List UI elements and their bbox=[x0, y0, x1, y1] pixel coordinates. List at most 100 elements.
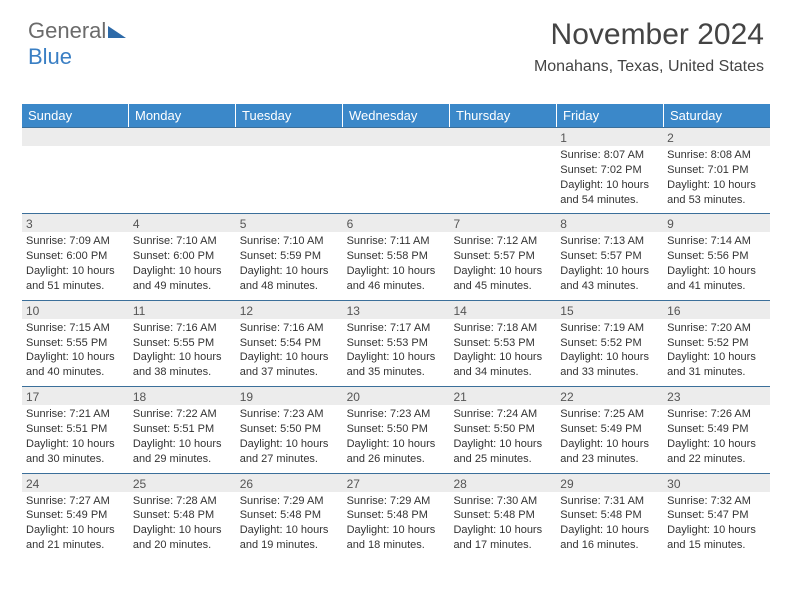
daylight-text: Daylight: 10 hours and 49 minutes. bbox=[133, 264, 232, 294]
sunrise-text: Sunrise: 7:18 AM bbox=[453, 321, 552, 336]
day-number: 9 bbox=[663, 214, 770, 232]
sunrise-text: Sunrise: 7:10 AM bbox=[133, 234, 232, 249]
calendar-week-row: 1Sunrise: 8:07 AMSunset: 7:02 PMDaylight… bbox=[22, 127, 770, 213]
daylight-text: Daylight: 10 hours and 20 minutes. bbox=[133, 523, 232, 553]
day-number bbox=[129, 128, 236, 146]
weekday-header: Sunday bbox=[22, 104, 129, 127]
day-number bbox=[22, 128, 129, 146]
day-details: Sunrise: 7:27 AMSunset: 5:49 PMDaylight:… bbox=[22, 492, 129, 559]
day-details: Sunrise: 7:10 AMSunset: 6:00 PMDaylight:… bbox=[129, 232, 236, 299]
sunset-text: Sunset: 5:50 PM bbox=[347, 422, 446, 437]
sunset-text: Sunset: 5:48 PM bbox=[133, 508, 232, 523]
calendar-header-row: SundayMondayTuesdayWednesdayThursdayFrid… bbox=[22, 104, 770, 127]
daylight-text: Daylight: 10 hours and 40 minutes. bbox=[26, 350, 125, 380]
sunrise-text: Sunrise: 7:14 AM bbox=[667, 234, 766, 249]
sunset-text: Sunset: 5:50 PM bbox=[240, 422, 339, 437]
day-number bbox=[449, 128, 556, 146]
sunset-text: Sunset: 5:48 PM bbox=[347, 508, 446, 523]
calendar-day-cell: 3Sunrise: 7:09 AMSunset: 6:00 PMDaylight… bbox=[22, 214, 129, 299]
calendar-day-cell: 13Sunrise: 7:17 AMSunset: 5:53 PMDayligh… bbox=[343, 301, 450, 386]
daylight-text: Daylight: 10 hours and 21 minutes. bbox=[26, 523, 125, 553]
sunrise-text: Sunrise: 7:15 AM bbox=[26, 321, 125, 336]
day-details: Sunrise: 7:15 AMSunset: 5:55 PMDaylight:… bbox=[22, 319, 129, 386]
sunrise-text: Sunrise: 7:23 AM bbox=[347, 407, 446, 422]
calendar-day-cell: 21Sunrise: 7:24 AMSunset: 5:50 PMDayligh… bbox=[449, 387, 556, 472]
sunrise-text: Sunrise: 7:16 AM bbox=[240, 321, 339, 336]
day-number: 26 bbox=[236, 474, 343, 492]
daylight-text: Daylight: 10 hours and 23 minutes. bbox=[560, 437, 659, 467]
calendar-day-cell: 28Sunrise: 7:30 AMSunset: 5:48 PMDayligh… bbox=[449, 474, 556, 559]
weekday-header: Saturday bbox=[664, 104, 770, 127]
day-number: 25 bbox=[129, 474, 236, 492]
day-details: Sunrise: 7:16 AMSunset: 5:55 PMDaylight:… bbox=[129, 319, 236, 386]
day-details: Sunrise: 7:29 AMSunset: 5:48 PMDaylight:… bbox=[236, 492, 343, 559]
sunrise-text: Sunrise: 7:24 AM bbox=[453, 407, 552, 422]
page-title: November 2024 bbox=[534, 18, 764, 52]
daylight-text: Daylight: 10 hours and 25 minutes. bbox=[453, 437, 552, 467]
daylight-text: Daylight: 10 hours and 30 minutes. bbox=[26, 437, 125, 467]
calendar-day-cell: 9Sunrise: 7:14 AMSunset: 5:56 PMDaylight… bbox=[663, 214, 770, 299]
day-details: Sunrise: 7:23 AMSunset: 5:50 PMDaylight:… bbox=[236, 405, 343, 472]
day-number: 30 bbox=[663, 474, 770, 492]
calendar-day-cell: 22Sunrise: 7:25 AMSunset: 5:49 PMDayligh… bbox=[556, 387, 663, 472]
calendar-day-cell bbox=[22, 128, 129, 213]
daylight-text: Daylight: 10 hours and 51 minutes. bbox=[26, 264, 125, 294]
day-number: 6 bbox=[343, 214, 450, 232]
calendar-week-row: 24Sunrise: 7:27 AMSunset: 5:49 PMDayligh… bbox=[22, 473, 770, 559]
calendar-day-cell: 30Sunrise: 7:32 AMSunset: 5:47 PMDayligh… bbox=[663, 474, 770, 559]
calendar-day-cell: 12Sunrise: 7:16 AMSunset: 5:54 PMDayligh… bbox=[236, 301, 343, 386]
day-details: Sunrise: 7:12 AMSunset: 5:57 PMDaylight:… bbox=[449, 232, 556, 299]
sunset-text: Sunset: 5:53 PM bbox=[347, 336, 446, 351]
day-number: 1 bbox=[556, 128, 663, 146]
day-number: 27 bbox=[343, 474, 450, 492]
calendar-day-cell: 11Sunrise: 7:16 AMSunset: 5:55 PMDayligh… bbox=[129, 301, 236, 386]
calendar-day-cell bbox=[129, 128, 236, 213]
weekday-header: Wednesday bbox=[343, 104, 450, 127]
calendar-day-cell: 6Sunrise: 7:11 AMSunset: 5:58 PMDaylight… bbox=[343, 214, 450, 299]
calendar-table: SundayMondayTuesdayWednesdayThursdayFrid… bbox=[22, 104, 770, 559]
sunset-text: Sunset: 6:00 PM bbox=[133, 249, 232, 264]
day-details: Sunrise: 7:24 AMSunset: 5:50 PMDaylight:… bbox=[449, 405, 556, 472]
weekday-header: Monday bbox=[129, 104, 236, 127]
sunset-text: Sunset: 5:51 PM bbox=[133, 422, 232, 437]
day-details: Sunrise: 7:29 AMSunset: 5:48 PMDaylight:… bbox=[343, 492, 450, 559]
daylight-text: Daylight: 10 hours and 48 minutes. bbox=[240, 264, 339, 294]
sunrise-text: Sunrise: 7:09 AM bbox=[26, 234, 125, 249]
day-details: Sunrise: 7:20 AMSunset: 5:52 PMDaylight:… bbox=[663, 319, 770, 386]
day-number: 20 bbox=[343, 387, 450, 405]
day-details: Sunrise: 7:32 AMSunset: 5:47 PMDaylight:… bbox=[663, 492, 770, 559]
day-number: 11 bbox=[129, 301, 236, 319]
sunset-text: Sunset: 5:51 PM bbox=[26, 422, 125, 437]
daylight-text: Daylight: 10 hours and 19 minutes. bbox=[240, 523, 339, 553]
day-details: Sunrise: 7:10 AMSunset: 5:59 PMDaylight:… bbox=[236, 232, 343, 299]
day-number: 19 bbox=[236, 387, 343, 405]
sunrise-text: Sunrise: 7:23 AM bbox=[240, 407, 339, 422]
day-details: Sunrise: 7:17 AMSunset: 5:53 PMDaylight:… bbox=[343, 319, 450, 386]
sunset-text: Sunset: 5:48 PM bbox=[240, 508, 339, 523]
day-number: 21 bbox=[449, 387, 556, 405]
sunrise-text: Sunrise: 7:29 AM bbox=[240, 494, 339, 509]
day-number: 10 bbox=[22, 301, 129, 319]
day-number: 17 bbox=[22, 387, 129, 405]
sunset-text: Sunset: 5:52 PM bbox=[667, 336, 766, 351]
day-details: Sunrise: 7:30 AMSunset: 5:48 PMDaylight:… bbox=[449, 492, 556, 559]
sunset-text: Sunset: 5:55 PM bbox=[133, 336, 232, 351]
calendar-day-cell: 19Sunrise: 7:23 AMSunset: 5:50 PMDayligh… bbox=[236, 387, 343, 472]
sunset-text: Sunset: 5:57 PM bbox=[560, 249, 659, 264]
sunset-text: Sunset: 5:56 PM bbox=[667, 249, 766, 264]
daylight-text: Daylight: 10 hours and 17 minutes. bbox=[453, 523, 552, 553]
daylight-text: Daylight: 10 hours and 35 minutes. bbox=[347, 350, 446, 380]
brand-part1: General bbox=[28, 18, 106, 43]
day-number: 14 bbox=[449, 301, 556, 319]
daylight-text: Daylight: 10 hours and 34 minutes. bbox=[453, 350, 552, 380]
calendar-day-cell: 10Sunrise: 7:15 AMSunset: 5:55 PMDayligh… bbox=[22, 301, 129, 386]
day-number: 2 bbox=[663, 128, 770, 146]
day-details: Sunrise: 7:25 AMSunset: 5:49 PMDaylight:… bbox=[556, 405, 663, 472]
calendar-day-cell: 17Sunrise: 7:21 AMSunset: 5:51 PMDayligh… bbox=[22, 387, 129, 472]
day-details: Sunrise: 7:18 AMSunset: 5:53 PMDaylight:… bbox=[449, 319, 556, 386]
sunrise-text: Sunrise: 7:20 AM bbox=[667, 321, 766, 336]
sunrise-text: Sunrise: 7:17 AM bbox=[347, 321, 446, 336]
calendar-day-cell: 24Sunrise: 7:27 AMSunset: 5:49 PMDayligh… bbox=[22, 474, 129, 559]
day-number: 23 bbox=[663, 387, 770, 405]
daylight-text: Daylight: 10 hours and 38 minutes. bbox=[133, 350, 232, 380]
